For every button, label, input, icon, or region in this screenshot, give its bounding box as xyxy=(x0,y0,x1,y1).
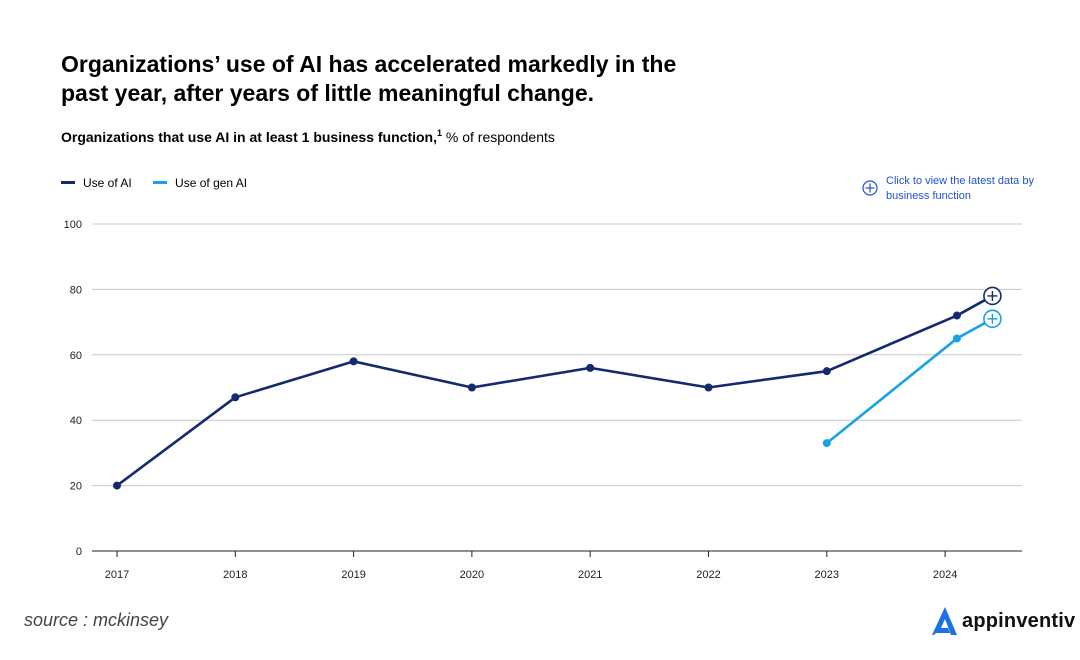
data-point-use-of-ai xyxy=(231,393,240,402)
subtitle-unit: % of respondents xyxy=(442,129,555,145)
data-point-use-of-gen-ai xyxy=(952,334,961,343)
x-tick-label: 2020 xyxy=(460,569,484,581)
y-tick-label: 40 xyxy=(70,415,82,427)
legend-swatch-use-of-gen-ai xyxy=(153,181,168,184)
x-tick-label: 2021 xyxy=(578,569,602,581)
view-latest-data-link[interactable]: Click to view the latest data by busines… xyxy=(862,174,1036,204)
line-chart: 0 20 40 60 80 100 2017 2018 2019 2020 2021 2022 2023… xyxy=(64,219,1022,581)
x-tick-label: 2023 xyxy=(815,569,839,581)
x-tick-label: 2024 xyxy=(933,569,957,581)
data-point-use-of-ai xyxy=(467,383,476,392)
legend: Use of AI Use of gen AI xyxy=(61,173,265,190)
x-tick-label: 2019 xyxy=(341,569,365,581)
data-point-use-of-ai xyxy=(822,367,831,376)
data-point-use-of-ai xyxy=(586,363,595,372)
chart-title: Organizations’ use of AI has accelerated… xyxy=(61,51,677,106)
data-point-use-of-ai xyxy=(704,383,713,392)
y-tick-label: 80 xyxy=(70,284,82,296)
y-tick-label: 100 xyxy=(64,219,82,231)
data-point-use-of-ai xyxy=(349,357,358,366)
x-tick-label: 2018 xyxy=(223,569,247,581)
footnote-marker[interactable]: 1 xyxy=(437,128,443,138)
y-tick-label: 60 xyxy=(70,350,82,362)
brand-logo: appinventiv xyxy=(932,606,1075,636)
data-point-use-of-ai xyxy=(952,311,961,320)
brand-name: appinventiv xyxy=(962,609,1076,632)
series-line-use-of-ai xyxy=(116,294,994,487)
y-tick-label: 20 xyxy=(70,481,82,493)
legend-label-use-of-ai: Use of AI xyxy=(83,175,132,190)
source-caption: source : mckinsey xyxy=(24,610,169,630)
chart-subtitle: Organizations that use AI in at least 1 … xyxy=(61,123,555,147)
legend-label-use-of-gen-ai: Use of gen AI xyxy=(175,175,248,190)
legend-item-use-of-ai: Use of AI xyxy=(61,176,132,190)
view-latest-data-text: Click to view the latest data by busines… xyxy=(886,175,1034,202)
y-tick-label: 0 xyxy=(76,546,82,558)
series-line-use-of-gen-ai xyxy=(825,317,994,445)
legend-swatch-use-of-ai xyxy=(61,181,75,184)
data-point-use-of-gen-ai xyxy=(822,439,831,448)
data-point-use-of-ai xyxy=(113,481,121,490)
x-tick-label: 2022 xyxy=(696,569,720,581)
appinventiv-logo-icon xyxy=(932,607,957,635)
plus-circle-icon xyxy=(862,180,878,196)
x-tick-label: 2017 xyxy=(105,569,129,581)
subtitle-bold: Organizations that use AI in at least 1 … xyxy=(61,129,437,145)
legend-item-use-of-gen-ai: Use of gen AI xyxy=(153,176,247,190)
